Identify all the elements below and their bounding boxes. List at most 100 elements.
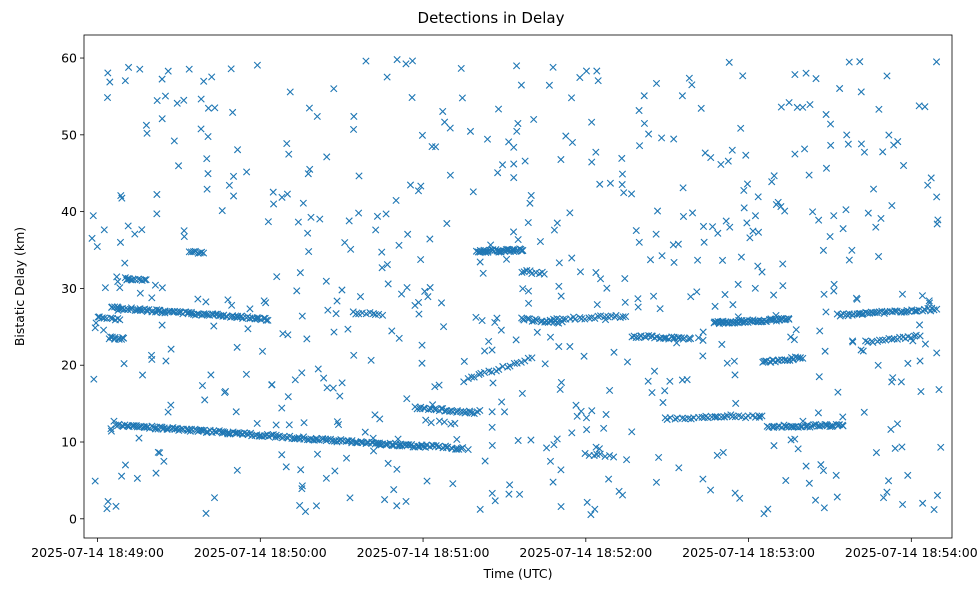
data-point — [644, 377, 652, 385]
data-point — [403, 395, 411, 403]
data-point — [842, 206, 850, 214]
data-point — [729, 301, 737, 309]
x-axis-label: Time (UTC) — [482, 566, 552, 581]
data-point — [683, 376, 691, 384]
data-point — [644, 130, 653, 138]
data-point — [875, 308, 883, 316]
data-point — [830, 212, 838, 220]
data-point — [557, 292, 565, 300]
data-point — [114, 306, 122, 315]
data-point — [199, 249, 208, 257]
data-point — [737, 124, 745, 132]
data-point — [332, 310, 340, 318]
data-point — [699, 222, 708, 230]
data-point — [392, 196, 400, 204]
data-point — [117, 192, 125, 200]
data-point — [699, 336, 707, 344]
data-point — [618, 180, 626, 189]
x-tick-label: 2025-07-14 18:51:00 — [357, 545, 490, 560]
data-point — [864, 209, 872, 217]
data-point — [296, 501, 304, 510]
data-point — [834, 388, 842, 396]
data-point — [811, 496, 820, 504]
data-point — [161, 92, 170, 100]
data-point — [476, 406, 484, 415]
data-point — [352, 310, 360, 318]
data-point — [414, 298, 423, 307]
data-point — [306, 165, 314, 173]
data-point — [124, 63, 133, 71]
data-point — [594, 312, 602, 320]
data-point — [602, 410, 610, 419]
data-point — [217, 311, 225, 320]
data-point — [341, 238, 349, 247]
data-point — [298, 369, 306, 377]
data-point — [861, 337, 870, 345]
data-point — [170, 307, 179, 315]
data-point — [489, 246, 497, 254]
data-point — [506, 362, 514, 370]
data-point — [830, 280, 838, 288]
data-point — [435, 381, 443, 389]
data-point — [670, 258, 678, 267]
data-point — [541, 360, 549, 368]
data-point — [429, 441, 437, 450]
data-point — [437, 404, 445, 413]
data-point — [755, 413, 764, 421]
data-point — [347, 245, 355, 253]
data-point — [526, 199, 534, 207]
data-point — [174, 162, 183, 170]
data-point — [269, 188, 277, 196]
data-point — [291, 376, 299, 384]
data-point — [566, 342, 574, 351]
y-tick-label: 10 — [61, 435, 77, 450]
data-point — [348, 437, 356, 445]
data-point — [514, 235, 522, 244]
data-point — [568, 138, 577, 146]
data-point — [848, 337, 857, 345]
data-point — [418, 341, 426, 349]
data-point — [151, 425, 160, 433]
data-point — [770, 442, 778, 450]
data-point — [788, 422, 796, 430]
data-point — [451, 445, 460, 453]
data-point — [430, 405, 439, 413]
data-point — [459, 444, 467, 452]
data-point — [609, 453, 618, 461]
data-point — [557, 378, 566, 387]
data-point — [727, 411, 735, 419]
data-point — [827, 141, 835, 149]
data-point — [322, 474, 330, 482]
data-point — [203, 428, 211, 436]
data-point — [293, 434, 301, 442]
data-point — [572, 401, 580, 409]
data-point — [388, 441, 396, 450]
data-point — [559, 315, 567, 323]
data-point — [751, 212, 760, 220]
data-point — [582, 414, 591, 422]
data-point — [915, 321, 924, 329]
data-point — [568, 254, 576, 262]
data-point — [821, 347, 829, 355]
data-point — [480, 368, 489, 377]
data-point — [243, 168, 251, 176]
data-point — [555, 282, 563, 290]
data-point — [743, 219, 751, 227]
data-point — [652, 79, 661, 87]
data-point — [706, 486, 715, 494]
data-point — [253, 419, 261, 428]
data-point — [697, 104, 705, 112]
data-point — [488, 441, 496, 450]
data-point — [826, 120, 835, 128]
data-point — [512, 336, 520, 344]
data-point — [469, 188, 477, 196]
data-point — [925, 297, 933, 305]
data-point — [826, 232, 834, 241]
data-point — [655, 453, 663, 462]
data-point — [233, 466, 241, 474]
data-point — [566, 209, 574, 217]
data-point — [844, 140, 852, 148]
data-point — [888, 378, 896, 386]
data-point — [764, 505, 772, 513]
data-point — [555, 259, 563, 267]
